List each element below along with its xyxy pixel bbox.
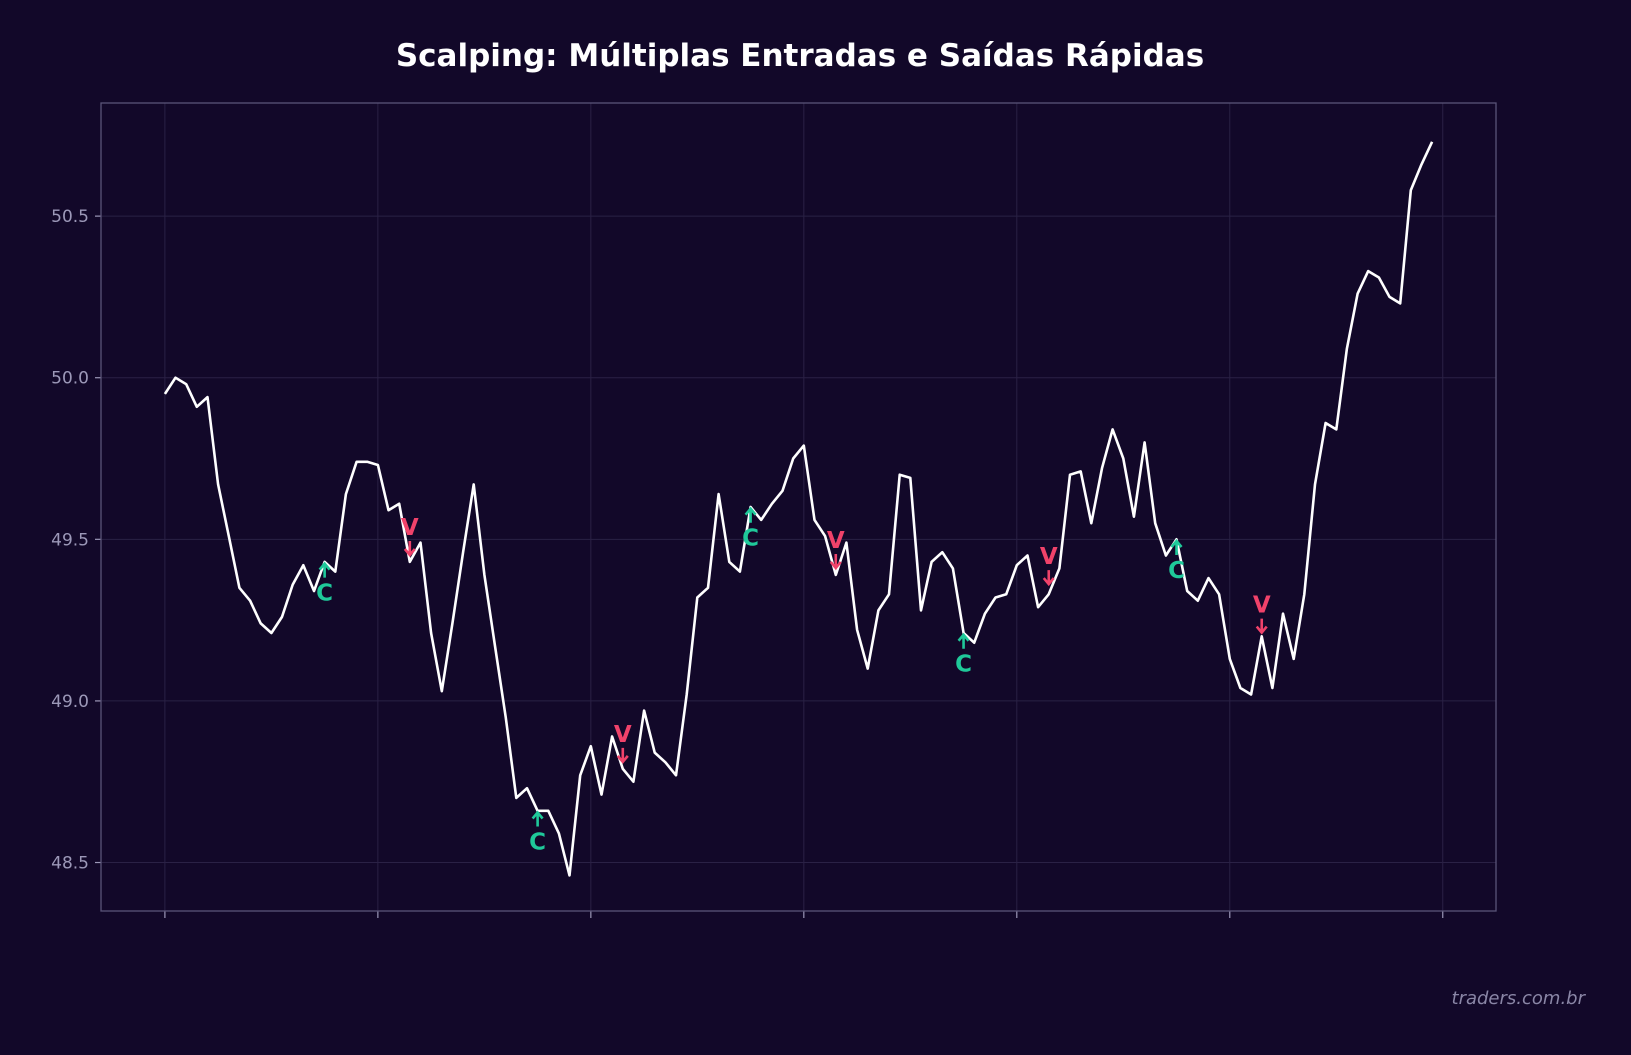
- y-tick-label: 50.0: [51, 369, 89, 389]
- sell-signal-label: V: [827, 528, 845, 554]
- chart-title: Scalping: Múltiplas Entradas e Saídas Rá…: [395, 38, 1205, 74]
- sell-signal-arrow: [829, 553, 842, 570]
- sell-signal-arrow: [1042, 570, 1055, 587]
- sell-signal-arrow: [616, 747, 629, 764]
- sell-signal-arrow: [403, 541, 416, 558]
- price-line: [163, 141, 1434, 877]
- buy-signal-label: C: [955, 652, 972, 678]
- y-tick-label: 48.5: [51, 854, 89, 874]
- buy-signal-label: C: [529, 830, 546, 856]
- buy-signal-arrow: [957, 632, 970, 649]
- sell-signal-label: V: [614, 722, 632, 748]
- sell-signal-arrow: [1255, 618, 1268, 635]
- sell-signal-label: V: [1040, 544, 1058, 570]
- y-tick-label: 49.0: [51, 692, 89, 712]
- buy-signal-label: C: [1168, 558, 1185, 584]
- y-tick-label: 49.5: [51, 530, 89, 550]
- buy-signal-label: C: [316, 581, 333, 607]
- sell-signal-label: V: [1253, 593, 1271, 619]
- buy-signal-arrow: [1170, 538, 1183, 556]
- buy-signal-arrow: [318, 561, 331, 578]
- buy-signal-label: C: [742, 526, 759, 552]
- plot-frame: [100, 102, 1497, 912]
- buy-signal-arrow: [744, 506, 757, 523]
- buy-signal-arrow: [531, 810, 544, 827]
- y-tick-label: 50.5: [51, 207, 89, 227]
- watermark: traders.com.br: [1451, 988, 1585, 1009]
- sell-signal-label: V: [401, 515, 419, 541]
